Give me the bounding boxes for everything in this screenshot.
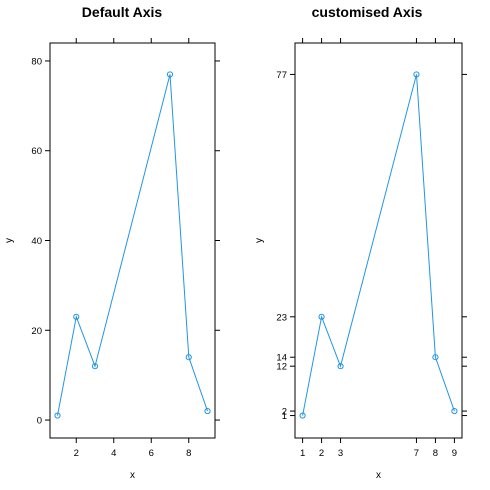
x-tick-label: 4 <box>111 448 116 459</box>
data-point <box>451 407 458 415</box>
panel-border <box>294 42 463 439</box>
y-axis-label: y <box>4 238 15 243</box>
series-line <box>302 74 455 416</box>
x-tick-label: 8 <box>433 448 438 459</box>
y-tick-label: 0 <box>37 416 42 427</box>
chart-title: customised Axis <box>312 4 423 20</box>
y-tick-label: 2 <box>282 407 287 418</box>
data-point <box>318 313 325 320</box>
data-point <box>204 407 211 415</box>
data-point <box>185 354 192 361</box>
x-tick-label: 6 <box>149 448 154 459</box>
y-tick-label: 20 <box>31 326 42 337</box>
data-point <box>413 71 420 78</box>
y-tick-label: 23 <box>276 312 287 323</box>
data-point <box>166 71 174 78</box>
x-tick-label: 8 <box>186 448 191 459</box>
data-point <box>54 412 61 419</box>
data-point <box>299 412 306 419</box>
data-point <box>432 354 439 361</box>
x-tick-label: 1 <box>300 448 305 459</box>
x-axis-label: x <box>130 470 135 481</box>
x-axis-label: x <box>376 470 381 481</box>
x-tick-label: 3 <box>338 448 343 459</box>
data-point <box>91 363 99 370</box>
x-tick-label: 2 <box>319 448 324 459</box>
data-point <box>73 313 80 320</box>
y-tick-label: 14 <box>276 353 287 364</box>
series-line <box>57 74 208 416</box>
y-axis-label: y <box>254 238 265 243</box>
y-tick-label: 80 <box>31 56 42 67</box>
y-tick-label: 40 <box>31 236 42 247</box>
y-tick-label: 77 <box>276 70 287 81</box>
y-tick-label: 12 <box>276 362 287 373</box>
x-tick-label: 7 <box>414 448 419 459</box>
x-tick-label: 2 <box>74 448 79 459</box>
x-tick-label: 9 <box>452 448 457 459</box>
data-point <box>337 363 344 370</box>
y-tick-label: 1 <box>282 411 287 422</box>
chart-title: Default Axis <box>82 4 163 20</box>
y-tick-label: 60 <box>31 146 42 157</box>
panel-border <box>49 42 216 439</box>
